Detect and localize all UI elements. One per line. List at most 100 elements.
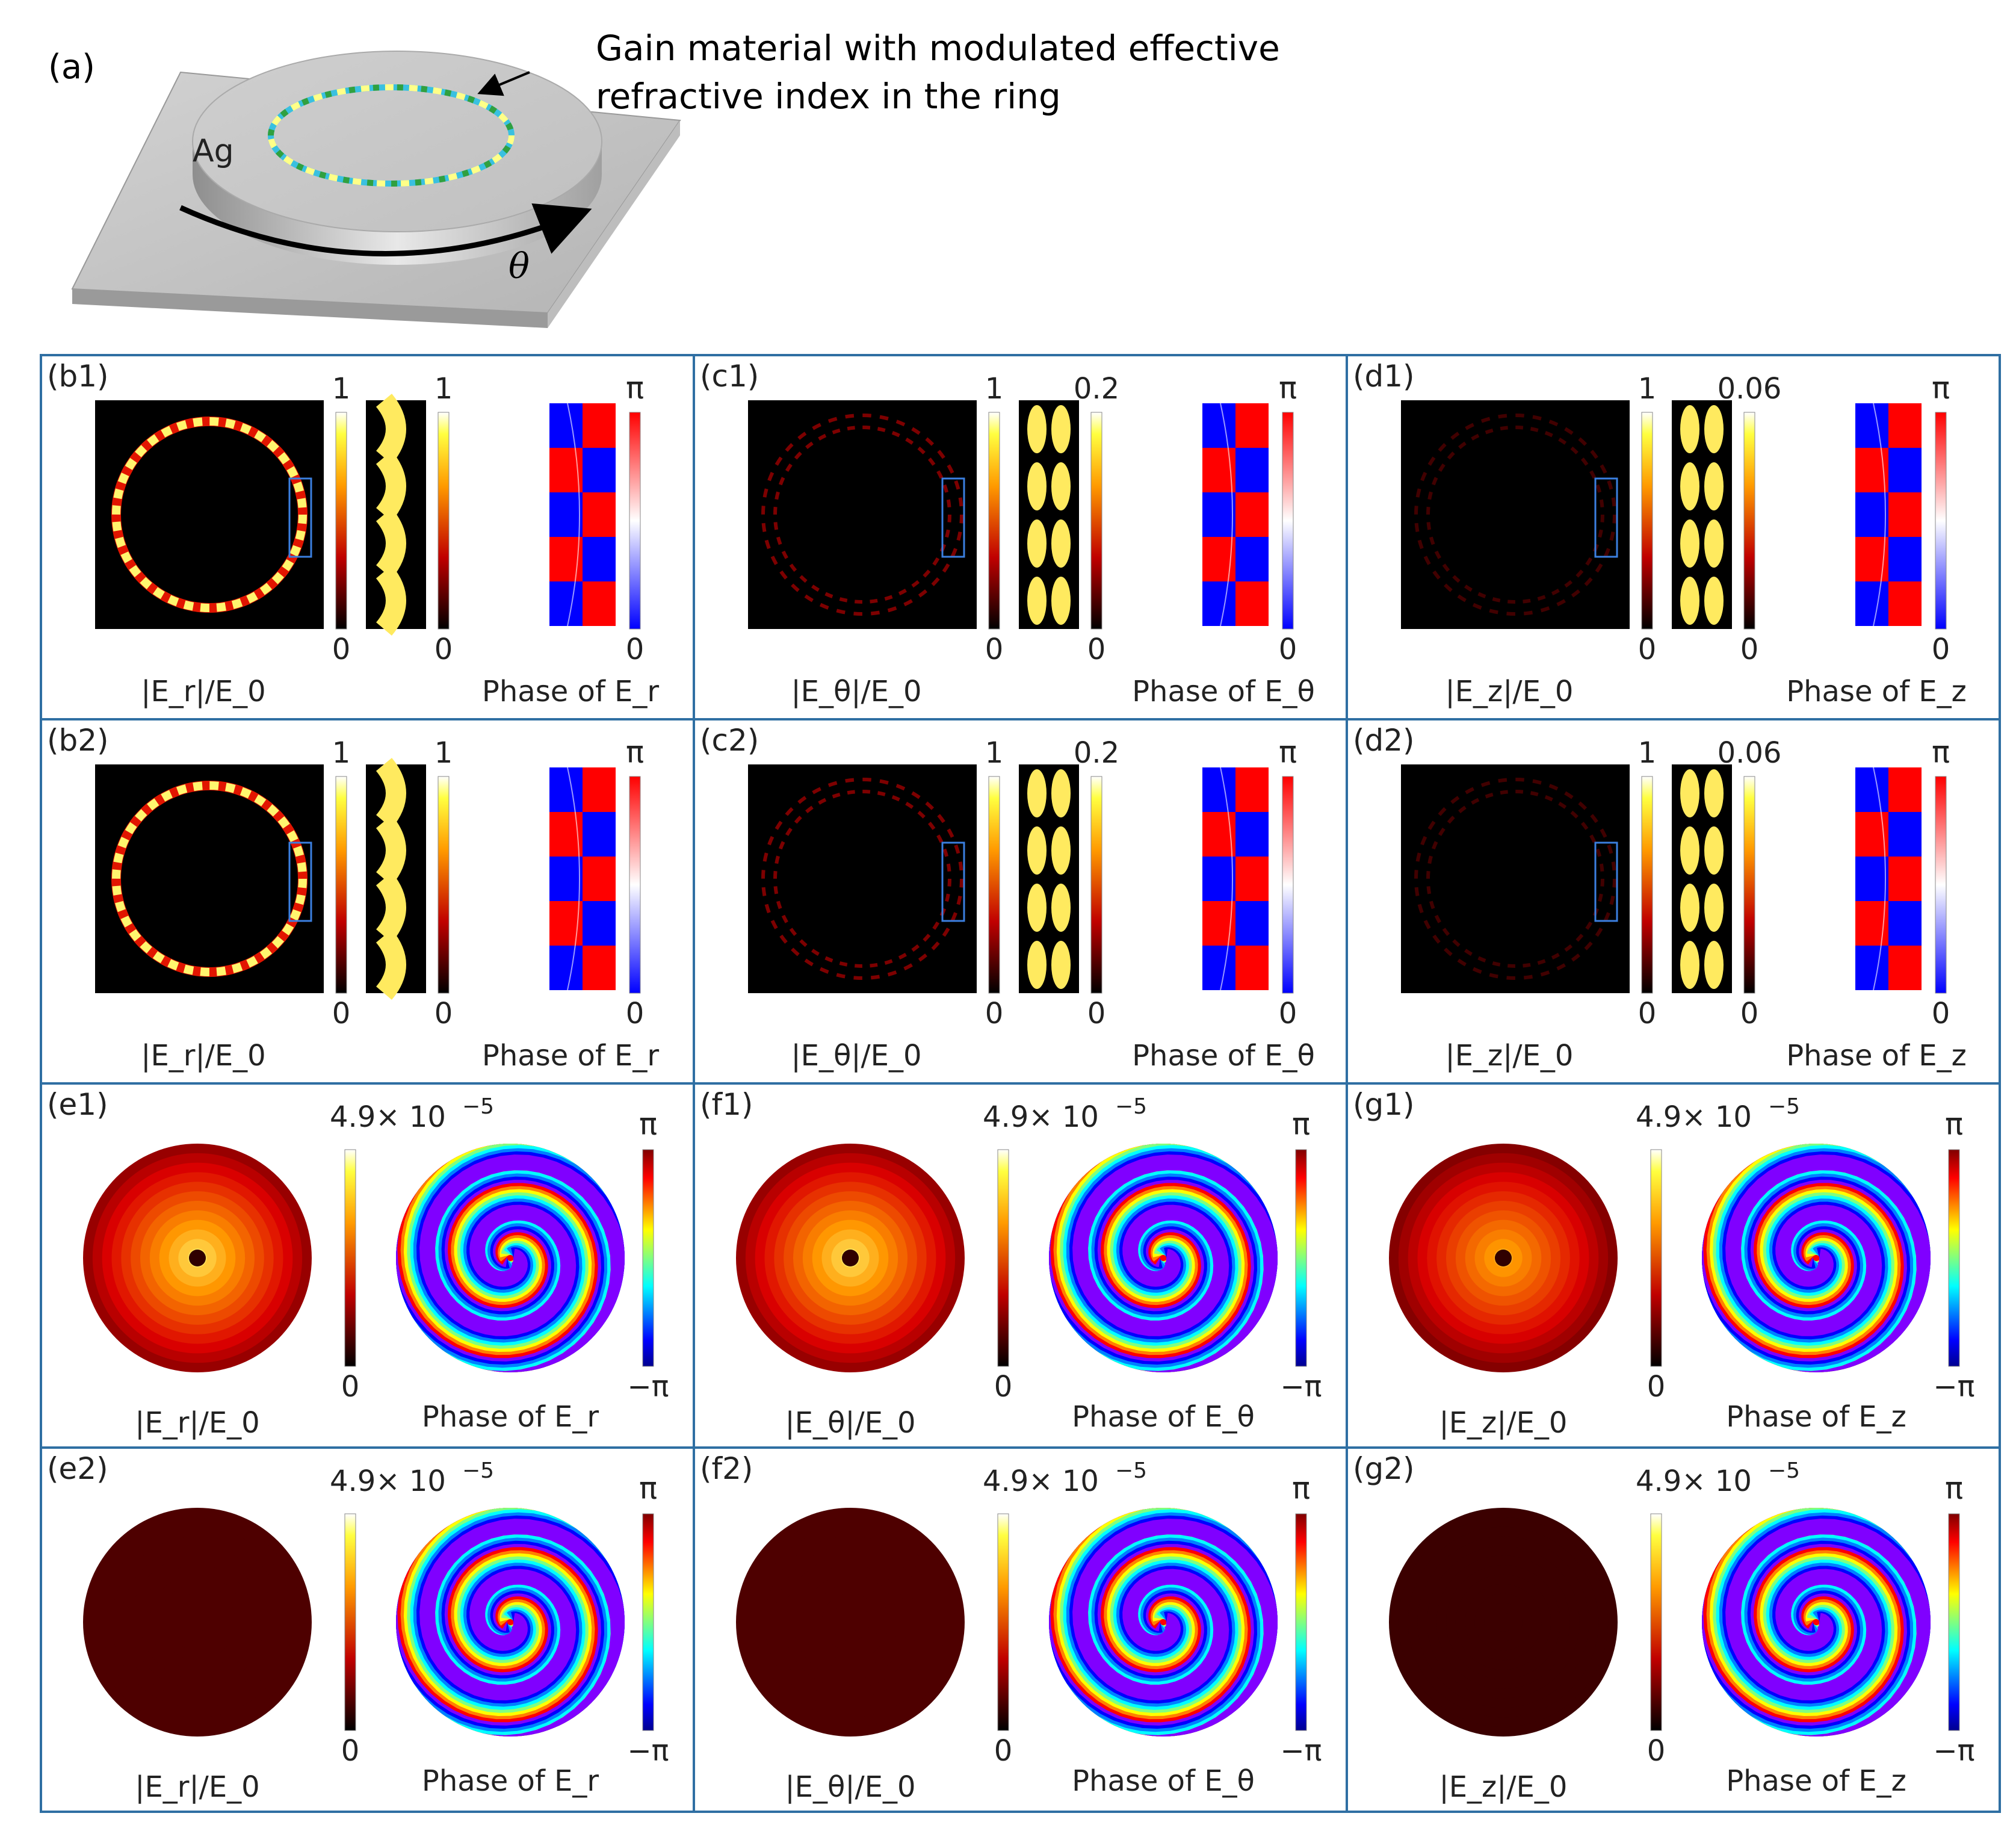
mode-ring-lobes (773, 790, 951, 968)
zoom-strip-lobe (1704, 941, 1724, 989)
mode-ring-lobes (1426, 790, 1604, 968)
panel-label: (g2) (1353, 1451, 1415, 1486)
phase-spiral-band (396, 1154, 625, 1372)
amplitude-colorbar (1650, 1149, 1662, 1367)
amplitude-colorbar-min: 0 (994, 1734, 1013, 1768)
zoom-region-box (288, 477, 312, 558)
panel-grid: (b1) 1 0 1 0 π 0 |E_r|/E_0 Phase of E_r (c1) 1 0 0.2… (40, 354, 2001, 1813)
phase-colorbar (1948, 1513, 1960, 1731)
phase-caption: Phase of E_z (1786, 1039, 1967, 1073)
zoom-strip-lobe (1027, 769, 1047, 817)
zoom-colorbar-max: 0.2 (1074, 736, 1119, 770)
zoom-strip-lobe (1051, 769, 1071, 817)
phase-colorbar-max: π (626, 735, 644, 770)
zoom-strip-lobe (1680, 405, 1699, 453)
phase-contour (1220, 403, 1233, 627)
phase-colorbar (629, 412, 641, 630)
near-field-panel: (d2) 1 0 0.06 0 π 0 |E_z|/E_0 Phase of E_z (1353, 723, 1967, 1073)
phase-cell (1855, 946, 1888, 990)
zoom-strip-lobe (376, 758, 406, 829)
phase-cell (1855, 857, 1888, 901)
zoom-strip-lobe (1680, 941, 1699, 989)
zoom-colorbar-min: 0 (1740, 997, 1759, 1030)
phase-cell (1888, 901, 1922, 946)
amplitude-colorbar-min: 0 (985, 997, 1004, 1030)
phase-cell (1235, 492, 1269, 537)
phase-caption: Phase of E_z (1726, 1764, 1906, 1798)
amplitude-map-background (95, 400, 324, 629)
amplitude-colorbar-min: 0 (994, 1370, 1013, 1404)
amplitude-colorbar (335, 412, 347, 630)
phase-caption: Phase of E_r (422, 1764, 599, 1798)
gain-ring-green (268, 84, 515, 187)
phase-cell (1202, 767, 1235, 812)
phase-cell (1888, 537, 1922, 581)
panel-label: (d2) (1353, 723, 1415, 758)
phase-caption: Phase of E_θ (1072, 1764, 1255, 1798)
zoom-strip-lobe (1680, 462, 1699, 510)
panel-label: (b2) (47, 723, 109, 758)
zoom-strip-lobe (1027, 462, 1047, 510)
zoom-strip-lobe (1680, 577, 1699, 625)
zoom-colorbar (438, 412, 450, 630)
phase-cell (1235, 857, 1269, 901)
phase-cell (1888, 403, 1922, 448)
near-field-panel: (c2) 1 0 0.2 0 π 0 |E_θ|/E_0 Phase of E_θ (700, 723, 1315, 1073)
phase-cell (583, 492, 616, 537)
phase-colorbar-max: π (626, 371, 644, 406)
phase-cell (1202, 857, 1235, 901)
phase-contour (567, 403, 580, 627)
mode-ring-lobes (773, 426, 951, 604)
phase-cell (549, 857, 583, 901)
far-field-panel: (e1) 4.9× 10 −5 0 π −π |E_r|/E_0 Phase of E_r (47, 1087, 669, 1440)
phase-colorbar-min: 0 (626, 633, 645, 666)
amplitude-caption: |E_z|/E_0 (1439, 1770, 1568, 1804)
zoom-colorbar-max: 1 (434, 736, 453, 770)
amplitude-colorbar-exponent: −5 (462, 1458, 494, 1483)
phase-cell (583, 901, 616, 946)
phase-cell (583, 812, 616, 857)
amplitude-caption: |E_r|/E_0 (135, 1770, 259, 1804)
ag-label: Ag (193, 133, 234, 169)
panel-label: (f2) (700, 1451, 753, 1486)
phase-caption: Phase of E_z (1786, 675, 1967, 708)
phase-colorbar-min: −π (627, 1370, 669, 1404)
annotation-arrow (477, 71, 530, 96)
far-field-panel: (g1) 4.9× 10 −5 0 π −π |E_z|/E_0 Phase of E_z (1353, 1087, 1975, 1440)
amplitude-colorbar-min: 0 (341, 1734, 360, 1768)
gain-ring-yellow (268, 84, 515, 187)
amplitude-colorbar (988, 776, 1000, 994)
amplitude-disc-ring (1494, 1613, 1513, 1632)
zoom-strip-lobe (1027, 577, 1047, 625)
phase-cell (1888, 857, 1922, 901)
phase-colorbar-min: 0 (1279, 997, 1297, 1030)
mode-ring-lobes (1426, 426, 1604, 604)
phase-spiral-band (1702, 1519, 1931, 1737)
amplitude-colorbar (997, 1513, 1009, 1731)
phase-cell (549, 403, 583, 448)
phase-cell (583, 857, 616, 901)
amplitude-disc-center (189, 1250, 206, 1266)
phase-cell (549, 581, 583, 626)
phase-cell (549, 767, 583, 812)
phase-spiral-band (1049, 1519, 1278, 1737)
amplitude-colorbar (1641, 412, 1653, 630)
phase-colorbar-min: −π (1933, 1734, 1974, 1768)
phase-spiral-group (1702, 1508, 1931, 1737)
zoom-colorbar (1090, 412, 1102, 630)
amplitude-colorbar-max: 1 (985, 736, 1004, 770)
phase-cell (1235, 946, 1269, 990)
phase-contour (567, 767, 580, 991)
phase-colorbar (1295, 1149, 1307, 1367)
amplitude-colorbar-max: 4.9× 10 (983, 1464, 1099, 1498)
zoom-strip-lobe (1051, 577, 1071, 625)
mode-ring-lobes (1414, 778, 1616, 980)
phase-cell (1235, 537, 1269, 581)
panel-label: (g1) (1353, 1087, 1415, 1122)
phase-colorbar (1935, 412, 1947, 630)
phase-contour (1873, 403, 1886, 627)
amplitude-colorbar-max: 1 (1638, 372, 1657, 406)
zoom-colorbar-max: 0.06 (1718, 736, 1782, 770)
zoom-strip-lobe (1680, 769, 1699, 817)
